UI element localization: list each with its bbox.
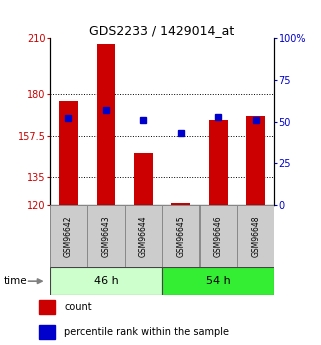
Bar — [50, 267, 162, 295]
Bar — [237, 205, 274, 267]
Bar — [200, 205, 237, 267]
Text: 46 h: 46 h — [93, 276, 118, 286]
Bar — [209, 120, 228, 205]
Text: percentile rank within the sample: percentile rank within the sample — [64, 327, 229, 337]
Text: GSM96645: GSM96645 — [176, 216, 185, 257]
Text: time: time — [3, 276, 27, 286]
Bar — [162, 205, 199, 267]
Bar — [39, 325, 55, 339]
Text: 54 h: 54 h — [206, 276, 231, 286]
Text: GSM96648: GSM96648 — [251, 216, 260, 257]
Bar — [125, 205, 162, 267]
Text: GSM96643: GSM96643 — [101, 216, 110, 257]
Text: GSM96642: GSM96642 — [64, 216, 73, 257]
Bar — [59, 101, 78, 205]
Bar — [87, 205, 125, 267]
Title: GDS2233 / 1429014_at: GDS2233 / 1429014_at — [90, 24, 235, 37]
Bar — [162, 267, 274, 295]
Text: count: count — [64, 303, 92, 313]
Bar — [97, 43, 115, 205]
Bar — [134, 153, 153, 205]
Text: GSM96646: GSM96646 — [214, 216, 223, 257]
Text: GSM96644: GSM96644 — [139, 216, 148, 257]
Bar — [39, 300, 55, 315]
Bar — [247, 116, 265, 205]
Bar — [50, 205, 87, 267]
Bar — [171, 204, 190, 205]
